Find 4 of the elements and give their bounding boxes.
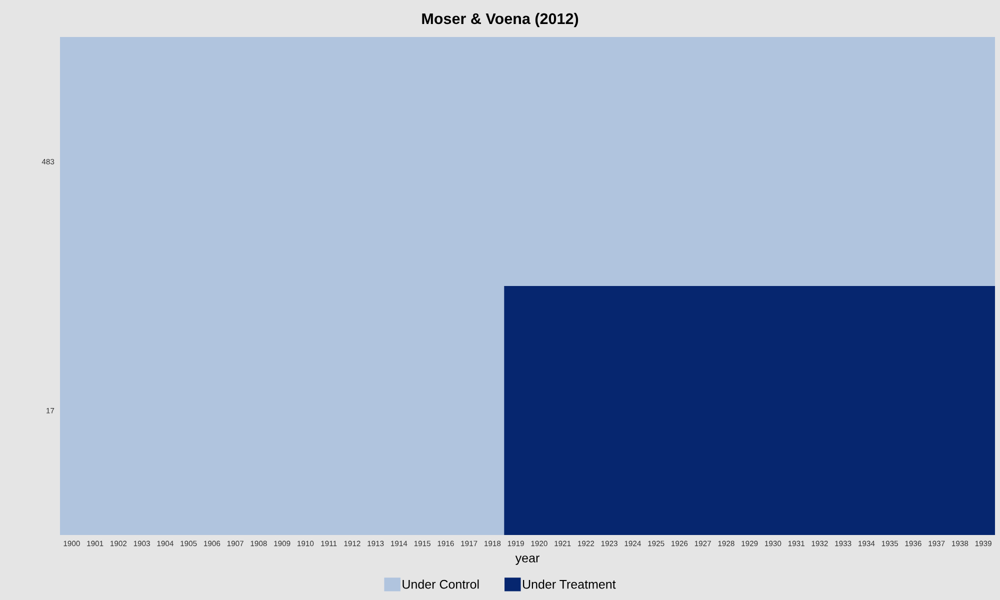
x-axis-title: year <box>515 556 540 565</box>
legend-label: Under Treatment <box>522 580 616 589</box>
legend-label: Under Control <box>402 580 479 589</box>
chart-title: Moser & Voena (2012) <box>422 12 578 28</box>
